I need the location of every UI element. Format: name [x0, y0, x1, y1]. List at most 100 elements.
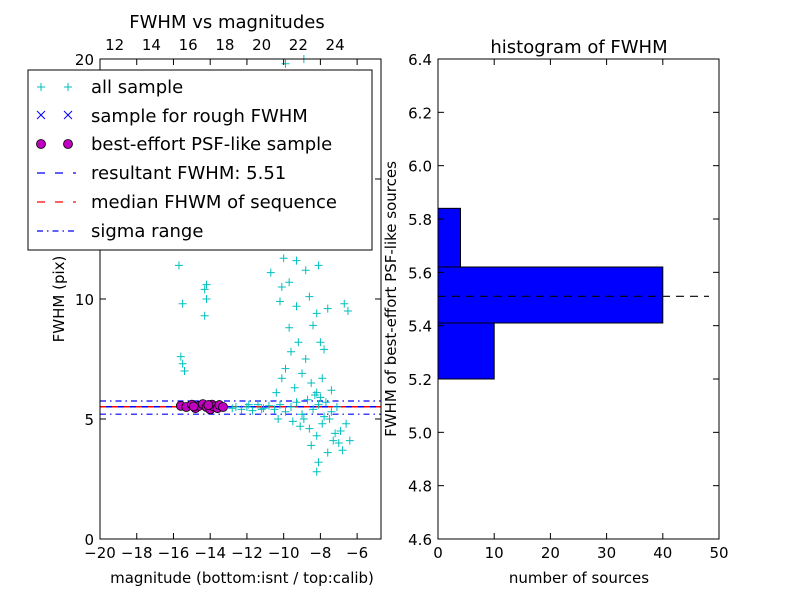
all-sample-point [332, 403, 341, 411]
top-tick-label: 16 [179, 36, 198, 54]
left-top-axis-ticks: 12 14 16 18 20 22 24 [105, 36, 344, 54]
best-effort-point [203, 400, 214, 410]
all-sample-point [301, 266, 310, 275]
y-tick-label: 10 [75, 291, 94, 309]
all-sample-point [331, 429, 340, 438]
legend-entry-best-effort: best-effort PSF-like sample [36, 134, 332, 155]
y-tick-label: 5 [84, 411, 94, 429]
y-tick-label: 5.6 [408, 264, 432, 282]
left-chart-title: FWHM vs magnitudes [129, 12, 324, 33]
x-tick-label: 10 [485, 544, 504, 562]
x-tick-label: −18 [121, 544, 153, 562]
legend-label: resultant FWHM: 5.51 [91, 163, 286, 184]
all-sample-point [334, 439, 343, 447]
all-sample-point [288, 417, 297, 426]
all-sample-point [292, 302, 301, 311]
x-tick-label: −12 [231, 544, 263, 562]
legend-label: median FHWM of sequence [91, 192, 337, 213]
all-sample-point [336, 427, 345, 435]
all-sample-point [180, 367, 189, 375]
all-sample-point [312, 431, 321, 440]
all-sample-point [275, 400, 284, 409]
all-sample-point [314, 458, 323, 467]
all-sample-point [307, 379, 316, 387]
all-sample-point [174, 261, 183, 270]
all-sample-point [296, 422, 305, 431]
top-tick-label: 20 [252, 36, 271, 54]
histogram-bar [437, 266, 664, 324]
top-tick-label: 12 [105, 36, 124, 54]
y-tick-label: 6.0 [408, 158, 432, 176]
plus-marker-icon [37, 83, 72, 91]
right-histogram-panel: 0 10 20 30 40 50 4.6 4.8 5.0 5.2 5.4 5.6 5.8 6.0 6.2 6… [382, 37, 729, 587]
all-sample-point [298, 410, 307, 419]
x-tick-label: −14 [194, 544, 226, 562]
x-tick-label: 50 [709, 544, 728, 562]
right-axes-frame [437, 58, 720, 540]
top-tick-label: 24 [326, 36, 345, 54]
all-sample-point [327, 386, 336, 395]
circle-marker-icon [36, 139, 46, 149]
y-tick-label: 5.2 [408, 371, 432, 389]
all-sample-point [309, 321, 318, 330]
all-sample-point [314, 261, 323, 270]
all-sample-point [325, 415, 334, 423]
right-x-axis-label: number of sources [509, 569, 649, 587]
all-sample-point [320, 345, 329, 354]
x-marker-icon [36, 110, 73, 120]
all-sample-point [305, 292, 314, 301]
all-sample-point [257, 405, 266, 414]
all-sample-point [285, 323, 294, 332]
all-sample-point [200, 311, 209, 320]
all-sample-point [323, 304, 332, 313]
legend-entry-rough-sample: sample for rough FWHM [36, 106, 308, 127]
x-tick-label: −16 [158, 544, 190, 562]
all-sample-point [323, 448, 332, 457]
all-sample-point [270, 405, 279, 414]
all-sample-point [327, 407, 336, 416]
best-effort-point [188, 401, 199, 412]
all-sample-point [318, 374, 327, 383]
y-tick-label: 0 [84, 531, 94, 549]
all-sample-point [299, 415, 308, 423]
legend-entry-median: median FHWM of sequence [37, 192, 337, 213]
right-y-axis-ticks: 4.6 4.8 5.0 5.2 5.4 5.6 5.8 6.0 6.2 6.4 [408, 51, 719, 549]
y-tick-label: 5.4 [408, 318, 432, 336]
y-tick-label: 4.6 [408, 531, 432, 549]
all-sample-point [237, 405, 246, 414]
all-sample-point [253, 400, 262, 409]
legend-label: best-effort PSF-like sample [91, 134, 332, 155]
x-tick-label: −8 [309, 544, 331, 562]
all-sample-point [303, 395, 312, 404]
all-sample-point [290, 383, 299, 392]
right-x-axis-ticks: 0 10 20 30 40 50 [433, 59, 729, 562]
all-sample-point [312, 467, 321, 476]
all-sample-point [340, 299, 349, 308]
y-tick-label: 6.4 [408, 51, 432, 69]
legend-label: sigma range [91, 221, 203, 242]
all-sample-point [176, 352, 185, 361]
circle-marker-icon [63, 139, 73, 149]
x-tick-label: 20 [541, 544, 560, 562]
all-sample-point [285, 278, 294, 287]
all-sample-point [292, 398, 301, 407]
all-sample-point [305, 424, 314, 433]
legend-entry-sigma-range: sigma range [37, 221, 203, 242]
all-sample-point [342, 419, 351, 428]
all-sample-point [310, 391, 319, 399]
legend-entry-resultant-fwhm: resultant FWHM: 5.51 [37, 163, 286, 184]
all-sample-point [309, 405, 318, 414]
all-sample-point [301, 355, 310, 363]
all-sample-point [345, 436, 354, 445]
scatter-points [174, 55, 354, 476]
all-sample-point [231, 403, 240, 411]
top-tick-label: 14 [142, 36, 161, 54]
x-tick-label: −20 [84, 544, 116, 562]
all-sample-point [279, 254, 288, 263]
all-sample-point [329, 436, 338, 445]
x-tick-label: 0 [433, 544, 443, 562]
all-sample-point [281, 364, 290, 373]
all-sample-point [287, 347, 296, 356]
all-sample-point [200, 285, 209, 294]
legend-label: all sample [91, 77, 183, 98]
